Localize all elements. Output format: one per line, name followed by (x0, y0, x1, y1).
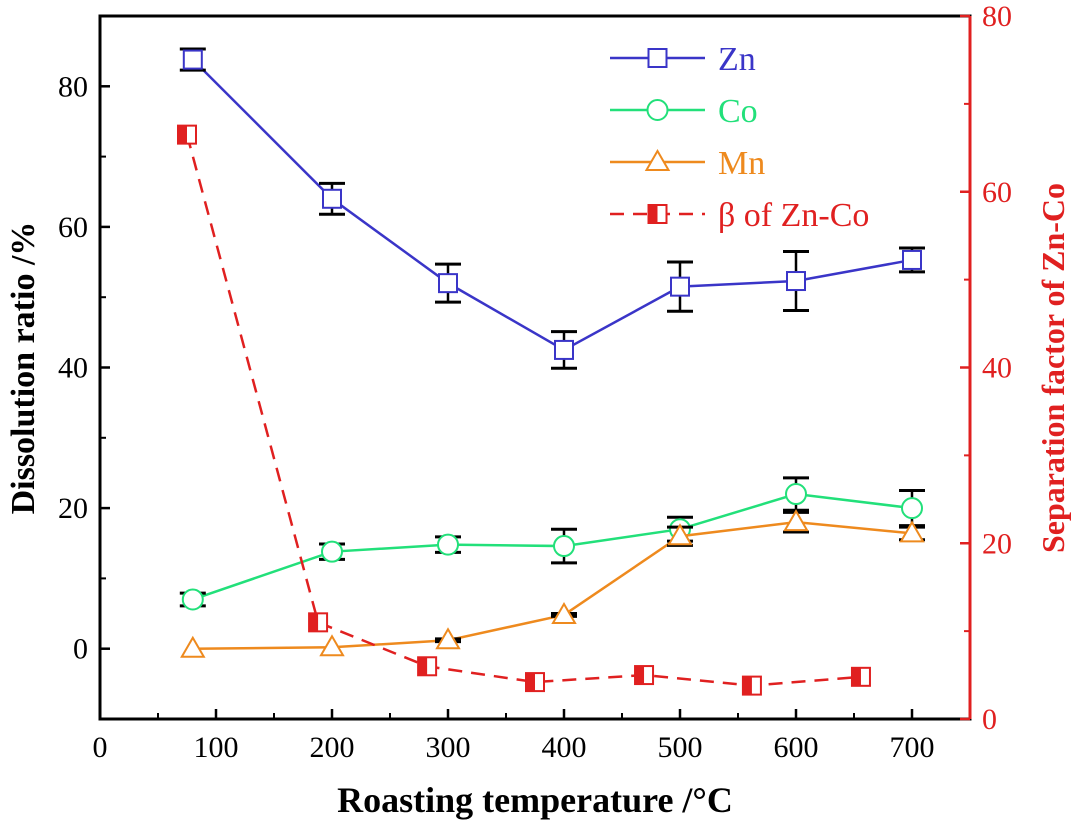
data-point-of-zn-co (634, 665, 655, 686)
legend-entry-mn: Mn (610, 145, 765, 182)
x-axis-label: Roasting temperature /°C (337, 780, 733, 820)
y-axis-label: Dissolution ratio /% (5, 222, 42, 515)
data-point-of-zn-co (525, 672, 545, 693)
y-tick-label: 20 (58, 492, 88, 525)
x-tick-label: 200 (310, 731, 355, 764)
data-point-co (321, 540, 343, 563)
series-zn (179, 47, 925, 370)
legend-label: β of Zn-Co (718, 197, 869, 234)
x-tick-label: 500 (658, 731, 703, 764)
data-point-co (437, 533, 459, 556)
legend-marker (647, 48, 668, 68)
marker-fill (309, 613, 319, 632)
series-mn (180, 509, 925, 658)
series-line-mn (192, 520, 913, 650)
y2-tick-label: 40 (982, 352, 1012, 385)
data-point-zn (322, 188, 342, 209)
y-tick-label: 60 (58, 211, 88, 244)
axis-ticks: 0 100 200 300 400 500 600 700 0 20 40 60 80 0 20 40 60 80 (58, 0, 1012, 764)
y2-tick-label: 20 (982, 527, 1012, 560)
x-tick-label: 700 (890, 731, 935, 764)
data-point-zn (670, 276, 690, 297)
marker-fill (648, 205, 658, 223)
marker-fill (742, 676, 752, 695)
x-tick-label: 0 (93, 731, 108, 764)
x-tick-label: 400 (542, 731, 587, 764)
x-tick-label: 100 (194, 731, 239, 764)
data-point-co (901, 497, 923, 520)
data-point-zn (786, 271, 806, 292)
data-point-of-zn-co (850, 666, 871, 687)
legend: Zn Co Mn β of Zn-Co (610, 41, 869, 234)
data-point-zn (554, 339, 574, 360)
marker-fill (526, 673, 535, 692)
data-point-zn (438, 273, 458, 294)
marker-fill (851, 667, 861, 686)
data-point-of-zn-co (417, 656, 438, 677)
x-tick-label: 600 (774, 731, 819, 764)
y-tick-label: 40 (58, 352, 88, 385)
series-of-zn-co (177, 124, 871, 696)
y-tick-label: 80 (58, 70, 88, 103)
data-point-co (553, 535, 575, 558)
legend-marker (644, 149, 671, 171)
data-point-zn (182, 49, 203, 70)
series-co (179, 476, 925, 611)
data-point-mn (667, 523, 693, 546)
legend-entry-zn: Zn (610, 41, 756, 78)
data-point-mn (899, 520, 925, 543)
data-point-mn (551, 601, 577, 624)
marker-fill (178, 125, 187, 144)
legend-entry-of-zn-co: β of Zn-Co (610, 197, 869, 234)
x-tick-label: 300 (426, 731, 471, 764)
series-layer (177, 47, 925, 696)
legend-marker (647, 204, 668, 224)
marker-fill (635, 666, 645, 685)
legend-label: Co (718, 93, 758, 130)
y2-tick-label: 0 (982, 703, 997, 736)
data-point-of-zn-co (308, 612, 329, 633)
marker-fill (418, 657, 428, 676)
data-point-zn (902, 249, 922, 270)
legend-label: Zn (718, 41, 756, 78)
legend-marker (646, 99, 669, 121)
plot-area (98, 14, 972, 721)
data-point-of-zn-co (741, 675, 762, 696)
data-point-of-zn-co (177, 124, 197, 145)
y2-tick-label: 80 (982, 0, 1012, 33)
data-point-mn (435, 627, 461, 650)
legend-entry-co: Co (610, 93, 758, 130)
y-tick-label: 0 (73, 633, 88, 666)
y2-axis-label: Separation factor of Zn-Co (1035, 183, 1071, 553)
data-point-mn (180, 635, 206, 658)
legend-label: Mn (718, 145, 765, 182)
data-point-mn (783, 509, 809, 532)
data-point-co (785, 483, 807, 506)
data-point-mn (319, 634, 345, 657)
y2-tick-label: 60 (982, 176, 1012, 209)
data-point-co (181, 588, 204, 611)
